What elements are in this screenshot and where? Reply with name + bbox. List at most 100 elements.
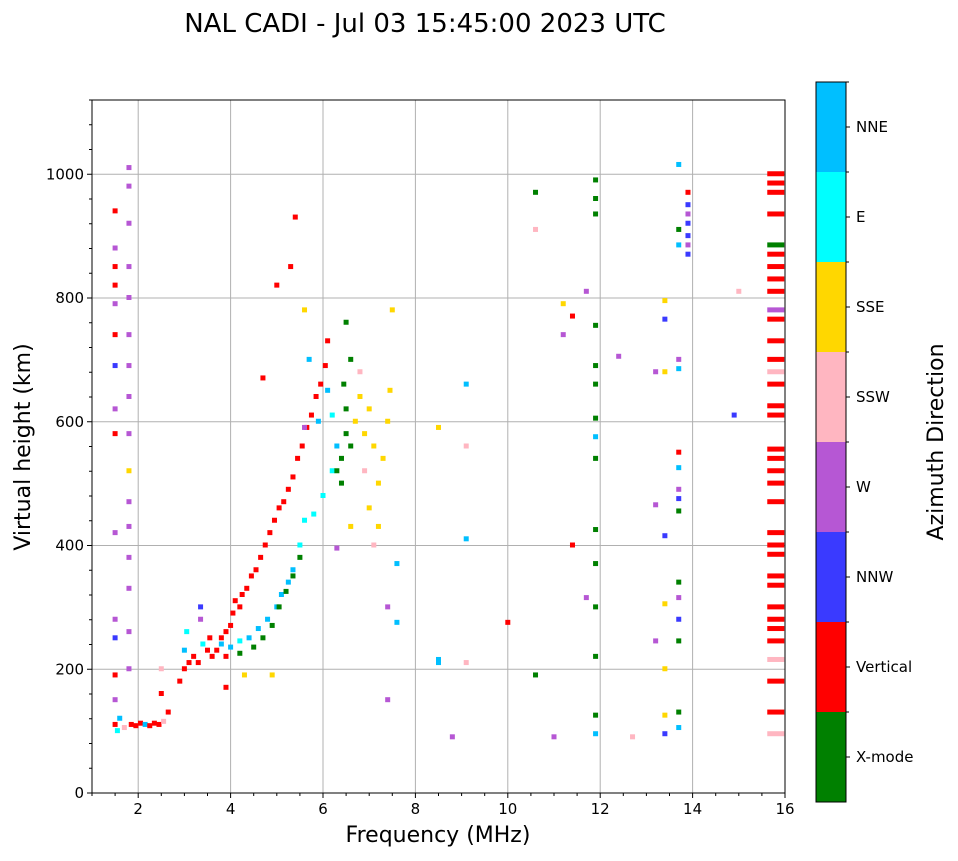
x-tick-label: 8	[411, 800, 421, 818]
point-vertical	[767, 551, 785, 557]
point-vertical	[181, 666, 187, 672]
point-x-mode	[290, 573, 296, 579]
point-vertical	[177, 678, 183, 684]
point-vertical	[767, 480, 785, 486]
point-w	[112, 301, 118, 307]
point-w	[126, 332, 132, 338]
x-tick-label: 10	[498, 800, 517, 818]
point-vertical	[767, 446, 785, 452]
point-nne	[436, 660, 441, 666]
point-nne	[117, 715, 123, 721]
point-x-mode	[676, 638, 682, 644]
point-w	[583, 595, 589, 601]
point-x-mode	[676, 226, 682, 232]
point-vertical	[112, 721, 118, 727]
point-nne	[463, 536, 469, 542]
point-vertical	[285, 486, 291, 492]
point-w	[112, 697, 118, 703]
point-vertical	[292, 214, 298, 220]
grid-lines	[92, 100, 786, 794]
point-nnw	[685, 251, 691, 257]
point-e	[329, 468, 335, 474]
point-nne	[676, 465, 682, 471]
point-x-mode	[593, 322, 599, 328]
point-nne	[463, 381, 469, 387]
point-w	[112, 530, 118, 536]
point-vertical	[767, 211, 785, 217]
point-e	[200, 641, 206, 647]
point-vertical	[767, 403, 785, 409]
point-w	[302, 424, 308, 430]
point-sse	[385, 418, 391, 424]
point-nne	[228, 644, 234, 650]
point-vertical	[767, 189, 785, 195]
point-vertical	[258, 554, 264, 560]
point-ssw	[736, 288, 742, 294]
point-ssw	[630, 734, 636, 740]
point-vertical	[223, 629, 229, 635]
point-nne	[315, 418, 321, 424]
x-axis-ticks: 2 4 6 8 10 12 14 16	[91, 793, 795, 818]
point-sse	[560, 301, 566, 307]
point-sse	[302, 307, 308, 313]
point-vertical	[138, 720, 144, 726]
point-sse	[662, 369, 668, 375]
colorbar-swatch-ssw	[816, 352, 846, 442]
point-nnw	[676, 496, 682, 502]
point-vertical	[128, 721, 134, 727]
point-vertical	[248, 573, 254, 579]
point-vertical	[767, 542, 785, 548]
x-tick-label: 14	[683, 800, 702, 818]
point-x-mode	[348, 443, 354, 449]
point-w	[685, 211, 691, 217]
colorbar-swatch-vertical	[816, 622, 846, 712]
y-tick-label: 400	[55, 537, 84, 555]
point-w	[385, 604, 391, 610]
point-sse	[662, 666, 668, 672]
point-x-mode	[676, 508, 682, 514]
point-sse	[241, 672, 247, 678]
point-ssw	[767, 731, 785, 737]
point-sse	[362, 431, 368, 437]
point-ssw	[362, 468, 368, 474]
point-x-mode	[593, 381, 599, 387]
y-axis-ticks: 0 200 400 600 800 1000	[46, 99, 92, 802]
point-vertical	[767, 530, 785, 536]
point-vertical	[288, 264, 294, 270]
point-w	[126, 183, 132, 189]
point-nne	[255, 626, 261, 632]
point-nnw	[198, 604, 204, 610]
point-nnw	[685, 202, 691, 208]
point-nne	[334, 443, 340, 449]
point-x-mode	[767, 242, 785, 248]
point-ssw	[463, 443, 469, 449]
point-w	[112, 406, 118, 412]
point-w	[126, 554, 132, 560]
point-vertical	[767, 276, 785, 282]
point-vertical	[237, 604, 243, 610]
point-nne	[246, 635, 252, 641]
point-x-mode	[283, 588, 289, 594]
point-vertical	[112, 208, 118, 214]
point-e	[302, 517, 308, 523]
point-vertical	[767, 381, 785, 387]
point-w	[126, 629, 132, 635]
point-vertical	[767, 582, 785, 588]
point-w	[767, 307, 785, 313]
point-vertical	[209, 653, 215, 659]
point-x-mode	[593, 653, 599, 659]
point-vertical	[322, 363, 328, 369]
point-x-mode	[251, 644, 257, 650]
point-vertical	[318, 381, 324, 387]
colorbar-swatch-nne	[816, 82, 846, 172]
point-nne	[265, 616, 271, 622]
point-vertical	[133, 723, 139, 729]
point-vertical	[260, 375, 266, 381]
point-ssw	[463, 660, 469, 666]
point-x-mode	[676, 709, 682, 715]
point-x-mode	[343, 431, 349, 437]
point-x-mode	[343, 406, 349, 412]
colorbar-swatch-nnw	[816, 532, 846, 622]
point-vertical	[767, 678, 785, 684]
point-vertical	[207, 635, 213, 641]
